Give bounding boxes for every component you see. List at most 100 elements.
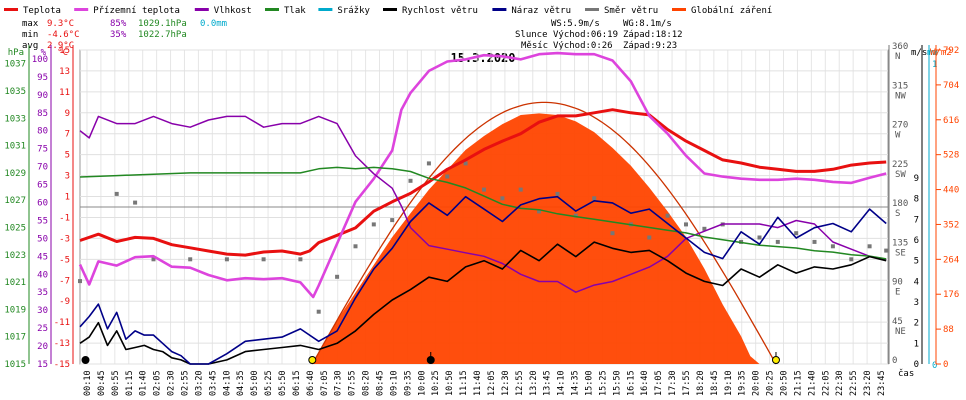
x-tick-35: 14:35: [571, 370, 581, 396]
wind-dir-point-34: [794, 231, 799, 236]
marker-moonset: [426, 356, 435, 364]
x-tick-24: 10:00: [417, 370, 427, 396]
x-tick-47: 19:35: [738, 370, 748, 396]
wind-dir-point-6: [261, 257, 266, 262]
x-tick-19: 07:55: [348, 370, 358, 396]
x-tick-38: 15:50: [612, 370, 622, 396]
wind-dir-point-7: [298, 257, 303, 262]
dir-tick-label-5: SW: [895, 170, 906, 180]
dir-tick-label-4: S: [895, 209, 900, 219]
wm2-axis-unit: W/m2: [930, 48, 952, 58]
stat-max-rain: 0.0mm: [200, 19, 227, 29]
x-tick-49: 20:25: [766, 370, 776, 396]
wind-dir-point-4: [188, 257, 193, 262]
x-tick-4: 01:40: [139, 370, 149, 396]
wind-dir-point-28: [684, 222, 688, 227]
dir-tick-label-7: NW: [895, 91, 906, 101]
stat-min-temp: -4.6°C: [47, 30, 80, 40]
wind-dir-point-10: [353, 244, 358, 249]
temp-tick-4: -7: [59, 276, 70, 286]
stat-max-temp: 9.3°C: [47, 19, 74, 29]
marker-sunset: [771, 356, 780, 364]
x-tick-1: 00:45: [97, 370, 107, 396]
wm2-tick-7: 616: [943, 116, 959, 126]
x-tick-42: 17:30: [668, 370, 678, 396]
info-wg: WG:8.1m/s: [623, 19, 672, 29]
wm2-tick-6: 528: [943, 151, 959, 161]
stat-min-hum: 35%: [110, 30, 127, 40]
x-tick-20: 08:20: [362, 370, 372, 396]
dir-tick-3: 135: [892, 238, 908, 248]
stat-avg-temp: 2.9°C: [47, 41, 74, 51]
x-tick-10: 04:10: [222, 370, 232, 396]
x-tick-28: 11:40: [473, 370, 483, 396]
x-tick-13: 05:25: [264, 370, 274, 396]
pct-tick-12: 75: [37, 145, 48, 155]
legend: Teplota Přízemní teplota Vlhkost Tlak Srážky…: [4, 6, 772, 16]
x-tick-51: 21:15: [793, 370, 803, 396]
ms-tick-6: 6: [914, 236, 919, 246]
hpa-tick-7: 1029: [4, 169, 26, 179]
ms-tick-1: 1: [914, 339, 919, 349]
x-tick-43: 17:55: [682, 370, 692, 396]
stat-min-press: 1022.7hPa: [138, 30, 187, 40]
stats-panel: max 9.3°C 85% 1029.1hPa 0.0mm min -4.6°C…: [22, 19, 227, 51]
pct-tick-15: 90: [37, 91, 48, 101]
wind-dir-point-38: [867, 244, 872, 249]
dir-tick-1: 45: [892, 317, 903, 327]
pct-tick-2: 25: [37, 324, 48, 334]
x-tick-0: 00:10: [83, 370, 93, 396]
dir-tick-label-3: SE: [895, 248, 906, 258]
legend-label-8: Globální záření: [691, 6, 772, 16]
wind-dir-point-15: [445, 174, 450, 179]
wm2-tick-0: 0: [943, 360, 948, 370]
sun-moon-markers: [81, 352, 780, 364]
wind-dir-point-0: [78, 279, 82, 284]
temp-tick-15: 15: [59, 46, 70, 56]
wind-dir-point-27: [665, 213, 670, 218]
x-tick-36: 15:00: [584, 370, 594, 396]
wind-dir-point-23: [592, 196, 597, 201]
x-tick-23: 09:35: [403, 370, 413, 396]
wm2-tick-1: 88: [943, 325, 954, 335]
x-tick-27: 11:15: [459, 370, 469, 396]
wind-dir-point-19: [518, 187, 523, 192]
x-tick-31: 12:55: [515, 370, 525, 396]
wind-dir-point-35: [812, 239, 817, 244]
x-tick-21: 08:45: [376, 370, 386, 396]
x-tick-50: 20:50: [780, 370, 790, 396]
temp-tick-13: 11: [59, 88, 70, 98]
wind-dir-point-14: [426, 161, 431, 166]
info-sun-set: Západ:18:12: [623, 30, 683, 40]
dir-tick-7: 315: [892, 81, 908, 91]
x-tick-39: 16:15: [626, 370, 636, 396]
stat-min-label: min: [22, 30, 38, 40]
ms-tick-9: 9: [914, 174, 919, 184]
x-tick-2: 00:55: [111, 370, 121, 396]
pct-tick-16: 95: [37, 73, 48, 83]
marker-sunrise: [308, 356, 317, 364]
dir-tick-label-2: E: [895, 288, 900, 298]
legend-label-3: Tlak: [284, 6, 306, 16]
pct-tick-0: 15: [37, 360, 48, 370]
hpa-tick-0: 1015: [4, 360, 26, 370]
wind-dir-point-16: [463, 161, 468, 166]
line-series: [78, 51, 887, 365]
dir-tick-2: 90: [892, 278, 903, 288]
series-line-2: [79, 115, 887, 293]
pct-tick-13: 80: [37, 127, 48, 137]
hpa-tick-4: 1023: [4, 251, 26, 261]
pct-tick-8: 55: [37, 216, 48, 226]
x-tick-29: 12:05: [487, 370, 497, 396]
x-tick-26: 10:50: [445, 370, 455, 396]
dir-tick-label-1: NE: [895, 327, 906, 337]
pct-tick-1: 20: [37, 342, 48, 352]
x-tick-25: 10:25: [431, 370, 441, 396]
x-tick-34: 14:10: [557, 370, 567, 396]
x-tick-40: 16:40: [640, 370, 650, 396]
wind-dir-point-3: [151, 257, 156, 262]
wind-dir-point-21: [555, 191, 560, 196]
temp-tick-9: 3: [65, 172, 70, 182]
x-tick-16: 06:40: [306, 370, 316, 396]
stat-max-press: 1029.1hPa: [138, 19, 187, 29]
